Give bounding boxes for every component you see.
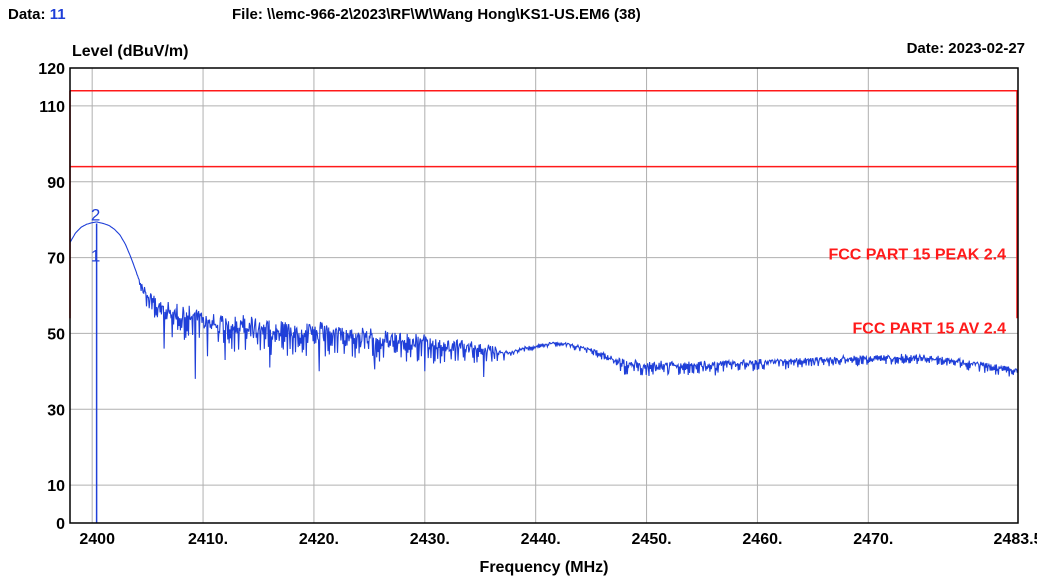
x-tick-label: 2400 bbox=[79, 531, 115, 548]
file-path-label: File: \\emc-966-2\2023\RF\W\Wang Hong\KS… bbox=[232, 6, 641, 23]
limit-label: FCC PART 15 AV 2.4 bbox=[852, 320, 1006, 337]
y-tick-label: 30 bbox=[47, 402, 65, 419]
marker-2-label: 2 bbox=[91, 205, 100, 224]
trace-line bbox=[69, 221, 1019, 379]
grid-lines bbox=[70, 68, 1018, 523]
y-axis-label: Level (dBuV/m) bbox=[72, 43, 188, 60]
y-tick-label: 10 bbox=[47, 478, 65, 495]
y-tick-label: 120 bbox=[38, 61, 65, 78]
plot-frame bbox=[69, 67, 1019, 524]
y-tick-label: 110 bbox=[39, 99, 65, 116]
y-tick-label: 0 bbox=[56, 516, 65, 533]
data-label: Data: 11 bbox=[8, 6, 66, 23]
x-tick-label: 2410. bbox=[188, 531, 228, 548]
limit-lines: FCC PART 15 PEAK 2.4 FCC PART 15 AV 2.4 bbox=[69, 90, 1018, 337]
x-tick-label: 2450. bbox=[632, 531, 672, 548]
x-tick-label: 2470. bbox=[853, 531, 893, 548]
x-tick-label: 2440. bbox=[521, 531, 561, 548]
limit-label: FCC PART 15 PEAK 2.4 bbox=[828, 247, 1006, 264]
markers: 12 bbox=[91, 205, 100, 523]
x-tick-label: 2460. bbox=[742, 531, 782, 548]
x-tick-label: 2430. bbox=[410, 531, 450, 548]
y-tick-label: 70 bbox=[47, 251, 65, 268]
tick-labels: 0 10 30 50 70 90 110 120 2400 2410. 2420. 2430. 2440… bbox=[38, 61, 1037, 548]
emission-trace bbox=[69, 221, 1019, 379]
data-value: 11 bbox=[49, 6, 66, 23]
x-axis-label: Frequency (MHz) bbox=[480, 559, 609, 576]
data-label-text: Data: bbox=[8, 6, 46, 23]
y-tick-label: 50 bbox=[47, 326, 65, 343]
date-label: Date: 2023-02-27 bbox=[906, 40, 1025, 57]
marker-1-label: 1 bbox=[91, 247, 100, 266]
x-tick-label: 2420. bbox=[299, 531, 339, 548]
x-tick-label: 2483.5 bbox=[994, 531, 1037, 548]
y-tick-label: 90 bbox=[47, 175, 65, 192]
